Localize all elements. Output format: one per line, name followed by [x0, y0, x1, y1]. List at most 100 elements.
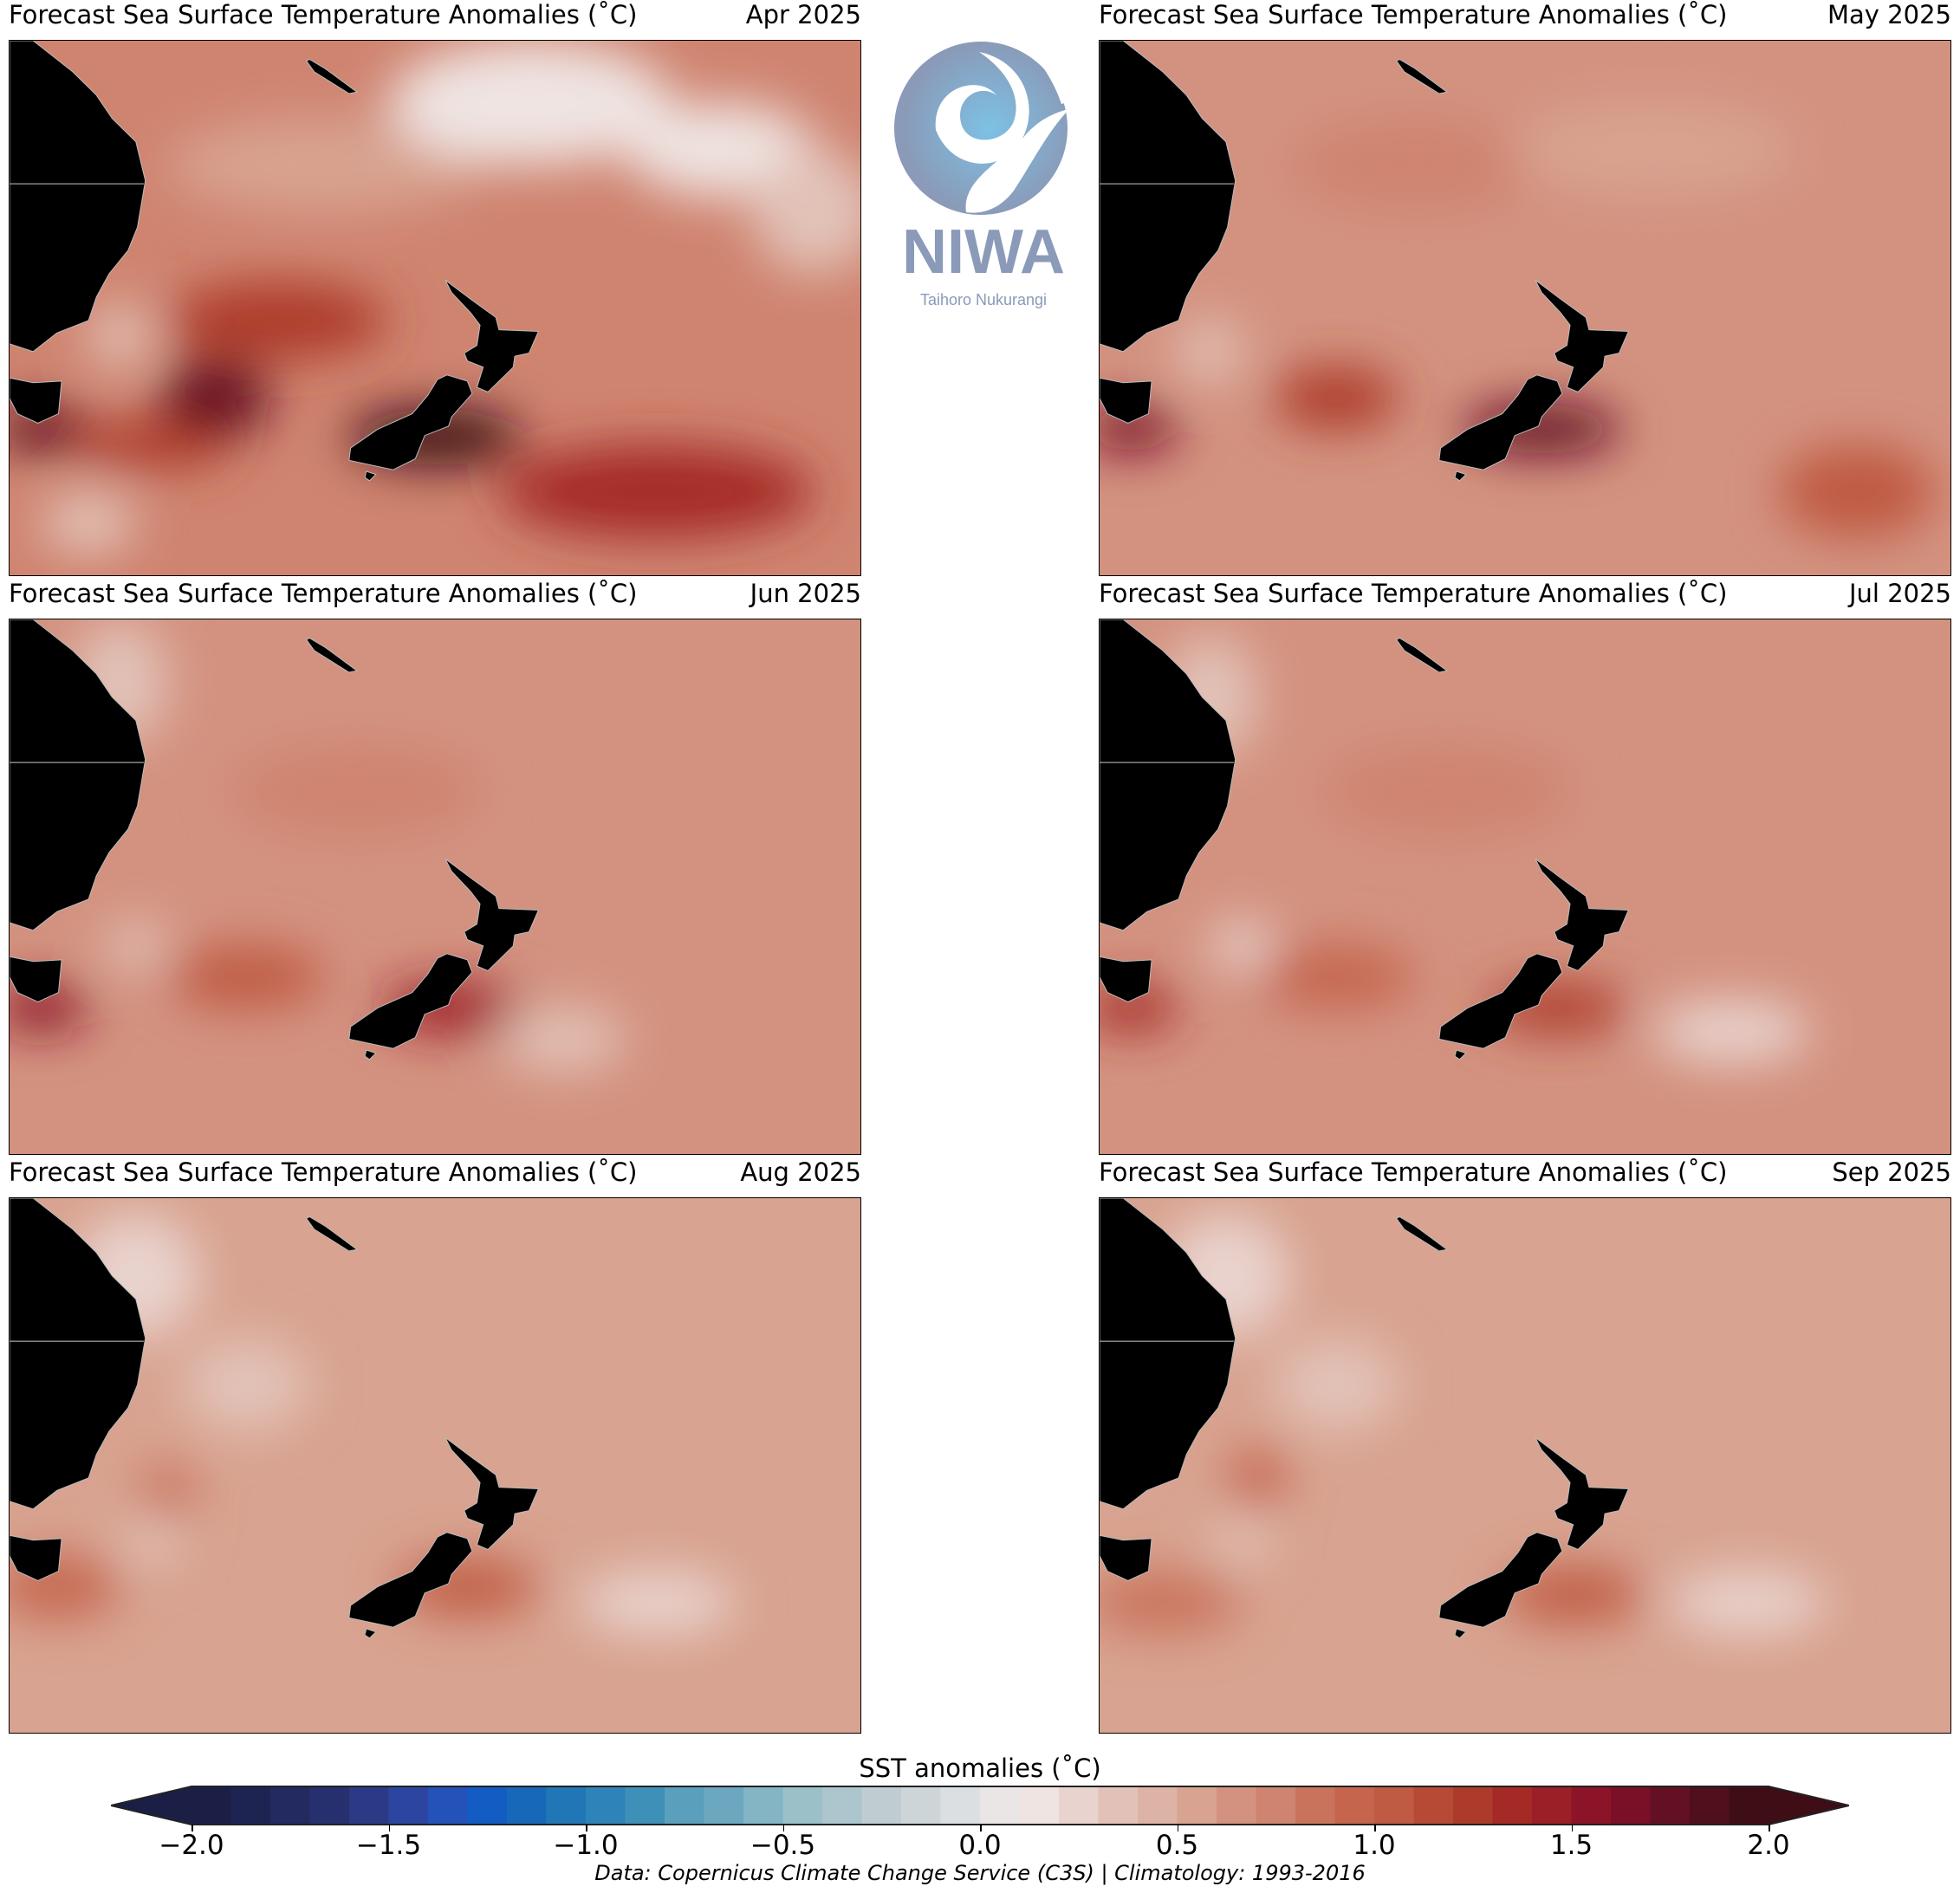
colorbar-segment: [1098, 1786, 1139, 1825]
sst-anomaly-region: [120, 1516, 184, 1564]
colorbar-tick-mark: [1177, 1825, 1178, 1831]
land-south-island: [348, 953, 473, 1049]
panel-title: Forecast Sea Surface Temperature Anomali…: [1099, 1157, 1728, 1187]
colorbar-segment: [1650, 1786, 1691, 1825]
sst-anomaly-region: [139, 1462, 197, 1525]
colorbar-segment: [822, 1786, 863, 1825]
colorbar-segment: [1334, 1786, 1375, 1825]
panel-month: May 2025: [1827, 0, 1951, 29]
colorbar-tick-mark: [1769, 1825, 1770, 1831]
land-australia: [10, 1198, 146, 1510]
colorbar-extend-high: [1769, 1786, 1849, 1825]
logo-tagline: Taihoro Nukurangi: [920, 291, 1047, 308]
colorbar-segment: [1374, 1786, 1415, 1825]
colorbar-tick-label: 0.0: [958, 1830, 1002, 1861]
colorbar-segment: [546, 1786, 587, 1825]
land-north-island: [1535, 858, 1630, 972]
colorbar-segment: [467, 1786, 508, 1825]
colorbar-segment: [1177, 1786, 1217, 1825]
land-australia: [1100, 41, 1236, 353]
colorbar-segment: [388, 1786, 429, 1825]
sst-anomaly-region: [183, 1338, 310, 1432]
sst-panel: Forecast Sea Surface Temperature Anomali…: [9, 579, 861, 1155]
colorbar-segment: [1295, 1786, 1336, 1825]
colorbar-segment: [901, 1786, 942, 1825]
colorbar-segment: [1492, 1786, 1533, 1825]
land-south-island: [1438, 953, 1563, 1049]
colorbar-tick-label: −0.5: [750, 1830, 816, 1861]
colorbar-segment: [1138, 1786, 1178, 1825]
sst-anomaly-region: [1778, 444, 1937, 539]
panel-month: Aug 2025: [740, 1157, 861, 1187]
sst-anomaly-region: [1652, 1000, 1810, 1063]
colorbar-segment: [1019, 1786, 1060, 1825]
colorbar-tick-label: 2.0: [1747, 1830, 1790, 1861]
land-new-caledonia: [1395, 1216, 1449, 1252]
sst-anomaly-region: [751, 149, 860, 275]
colorbar-segment: [507, 1786, 548, 1825]
colorbar-segment: [1059, 1786, 1100, 1825]
colorbar-segment: [428, 1786, 469, 1825]
sst-map: [9, 40, 861, 576]
colorbar-segment: [980, 1786, 1021, 1825]
colorbar-segment: [1217, 1786, 1257, 1825]
sst-map: [1099, 1197, 1951, 1734]
land-australia: [1100, 619, 1236, 931]
sst-anomaly-region: [1288, 118, 1542, 212]
panel-month: Jun 2025: [750, 579, 861, 608]
sst-anomaly-region: [1100, 1571, 1242, 1634]
colorbar-segment: [782, 1786, 823, 1825]
colorbar-segment: [625, 1786, 665, 1825]
colorbar-segment: [1729, 1786, 1769, 1825]
colorbar-segment: [270, 1786, 311, 1825]
land-south-island: [1438, 1532, 1563, 1628]
colorbar-segment: [940, 1786, 981, 1825]
sst-anomaly-region: [88, 305, 152, 367]
colorbar-tick-mark: [1571, 1825, 1573, 1831]
land-new-caledonia: [1395, 637, 1449, 673]
land-new-caledonia: [305, 1216, 359, 1252]
sst-map: [1099, 619, 1951, 1155]
colorbar-segment: [309, 1786, 350, 1825]
colorbar-segment: [743, 1786, 784, 1825]
sst-anomaly-region: [1178, 320, 1242, 383]
sst-anomaly-region: [159, 359, 270, 438]
colorbar-tick-mark: [782, 1825, 784, 1831]
colorbar-segment: [665, 1786, 705, 1825]
colorbar-segment: [1532, 1786, 1573, 1825]
colorbar-extend-low: [111, 1786, 191, 1825]
sst-anomaly-region: [72, 421, 231, 469]
colorbar-segment: [1256, 1786, 1296, 1825]
sst-panel: Forecast Sea Surface Temperature Anomali…: [1099, 1157, 1951, 1734]
sst-anomaly-region: [104, 922, 168, 969]
colorbar-segment: [1611, 1786, 1652, 1825]
panel-title: Forecast Sea Surface Temperature Anomali…: [1099, 0, 1728, 29]
sst-anomaly-region: [388, 41, 673, 165]
sst-anomaly-region: [578, 1571, 737, 1634]
colorbar-tick-label: 0.5: [1155, 1830, 1199, 1861]
sst-anomaly-region: [167, 282, 389, 360]
colorbar-tick-mark: [191, 1825, 193, 1831]
land-north-island: [445, 279, 540, 393]
colorbar-tick-mark: [980, 1825, 982, 1831]
panel-title: Forecast Sea Surface Temperature Anomali…: [9, 0, 638, 29]
colorbar-segment: [586, 1786, 626, 1825]
land-stewart-island: [364, 1628, 377, 1639]
sst-anomaly-region: [1273, 1338, 1400, 1432]
panel-title: Forecast Sea Surface Temperature Anomali…: [9, 579, 638, 608]
sst-anomaly-region: [167, 945, 326, 1008]
land-south-island: [348, 374, 473, 470]
land-tasmania: [10, 956, 62, 1002]
colorbar-segment: [1690, 1786, 1730, 1825]
colorbar-segment: [1571, 1786, 1612, 1825]
sst-anomaly-region: [1210, 922, 1274, 969]
colorbar-segment: [704, 1786, 744, 1825]
colorbar-tick-mark: [586, 1825, 587, 1831]
land-stewart-island: [364, 470, 377, 482]
colorbar-tick-label: 1.0: [1353, 1830, 1396, 1861]
land-stewart-island: [1454, 1049, 1467, 1060]
land-australia: [1100, 1198, 1236, 1510]
colorbar: [111, 1786, 1849, 1825]
colorbar-tick-mark: [388, 1825, 390, 1831]
land-north-island: [445, 1436, 540, 1551]
